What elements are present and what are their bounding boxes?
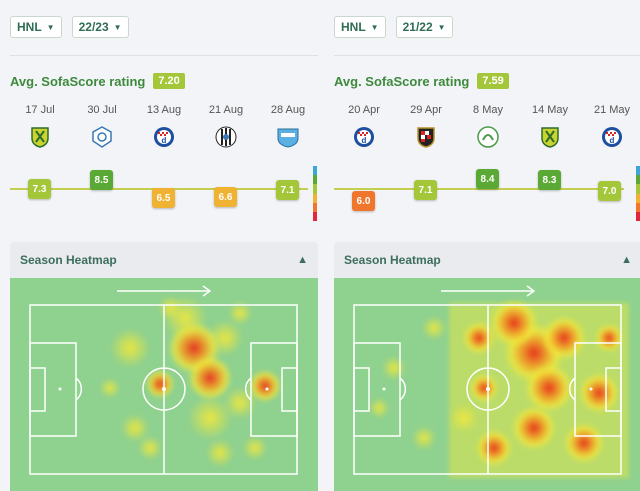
chevron-up-icon[interactable]: ▲ (297, 254, 308, 266)
season-panel-22-23: HNL ▼ 22/23 ▼ Avg. SofaScore rating 7.20… (10, 0, 318, 491)
green-yellow-shield-crest-icon (539, 125, 561, 149)
checkered-shield-crest-icon (415, 125, 437, 149)
caret-down-icon: ▼ (113, 22, 122, 32)
caret-down-icon: ▼ (370, 22, 379, 32)
caret-down-icon: ▼ (437, 22, 446, 32)
rating-box: 7.3 (28, 179, 51, 199)
match-date: 29 Apr (410, 104, 442, 116)
season-dropdown[interactable]: 21/22 ▼ (395, 16, 453, 38)
rating-baseline (334, 188, 624, 190)
match-date: 21 Aug (208, 104, 244, 116)
league-dropdown[interactable]: HNL ▼ (334, 16, 386, 38)
rating-box: 6.0 (352, 191, 375, 211)
rating-box: 6.6 (214, 187, 237, 207)
heat-layer (100, 296, 281, 467)
match-date: 13 Aug (146, 104, 182, 116)
match-date: 14 May (531, 104, 569, 116)
heatmap-title: Season Heatmap (20, 253, 117, 267)
blue-white-crest-icon (91, 125, 113, 149)
divider (334, 55, 640, 56)
match-1[interactable]: 20 Apr d (338, 103, 390, 149)
svg-text:d: d (610, 136, 615, 145)
selectors: HNL ▼ 21/22 ▼ (334, 16, 453, 38)
rating-title: Avg. SofaScore rating (334, 73, 470, 89)
dinamo-crest-icon: d (153, 125, 175, 149)
svg-text:d: d (162, 136, 167, 145)
match-4[interactable]: 14 May (524, 103, 576, 149)
green-yellow-shield-crest-icon (29, 125, 51, 149)
rating-scale-bar (636, 166, 640, 222)
heatmap-pitch (334, 278, 640, 491)
match-2[interactable]: 29 Apr (400, 103, 452, 149)
match-date: 30 Jul (87, 104, 117, 116)
match-3[interactable]: 13 Aug d (138, 103, 190, 149)
pitch-markings (353, 304, 622, 475)
dinamo-crest-icon: d (353, 125, 375, 149)
dinamo-crest-icon: d (601, 125, 623, 149)
match-5[interactable]: 28 Aug (262, 103, 314, 149)
black-white-stripes-crest-icon (215, 125, 237, 149)
rating-box: 8.4 (476, 169, 499, 189)
divider (10, 55, 318, 56)
rating-scale-bar (313, 166, 317, 222)
rating-box: 8.3 (538, 170, 561, 190)
league-label: HNL (341, 20, 366, 34)
rating-box: 7.1 (414, 180, 437, 200)
season-dropdown[interactable]: 22/23 ▼ (71, 16, 129, 38)
rating-box: 7.1 (276, 180, 299, 200)
rating-title: Avg. SofaScore rating (10, 73, 146, 89)
rating-header: Avg. SofaScore rating 7.59 (334, 73, 509, 89)
light-blue-crest-icon (277, 125, 299, 149)
match-2[interactable]: 30 Jul (76, 103, 128, 149)
pitch-markings (29, 304, 298, 475)
chevron-up-icon[interactable]: ▲ (621, 254, 632, 266)
caret-down-icon: ▼ (46, 22, 55, 32)
match-date: 28 Aug (270, 104, 306, 116)
rating-box: 7.0 (598, 181, 621, 201)
match-4[interactable]: 21 Aug (200, 103, 252, 149)
match-date: 20 Apr (348, 104, 380, 116)
rating-header: Avg. SofaScore rating 7.20 (10, 73, 185, 89)
match-date: 17 Jul (25, 104, 55, 116)
match-3[interactable]: 8 May (462, 103, 514, 149)
match-date: 8 May (473, 104, 503, 116)
match-1[interactable]: 17 Jul (14, 103, 66, 149)
season-label: 21/22 (402, 20, 433, 34)
match-5[interactable]: 21 May d (586, 103, 638, 149)
season-panel-21-22: HNL ▼ 21/22 ▼ Avg. SofaScore rating 7.59… (334, 0, 640, 491)
rating-box: 8.5 (90, 170, 113, 190)
heatmap-pitch (10, 278, 318, 491)
attack-direction-arrow-icon (117, 285, 212, 297)
selectors: HNL ▼ 22/23 ▼ (10, 16, 129, 38)
avg-rating-badge: 7.20 (153, 73, 185, 89)
rating-box: 6.5 (152, 188, 175, 208)
league-dropdown[interactable]: HNL ▼ (10, 16, 62, 38)
white-green-crest-icon (477, 125, 499, 149)
svg-text:d: d (362, 136, 367, 145)
heatmap-title: Season Heatmap (344, 253, 441, 267)
heatmap-header[interactable]: Season Heatmap ▲ (10, 242, 318, 278)
avg-rating-badge: 7.59 (477, 73, 509, 89)
season-label: 22/23 (78, 20, 109, 34)
league-label: HNL (17, 20, 42, 34)
match-date: 21 May (593, 104, 631, 116)
attack-direction-arrow-icon (441, 285, 536, 297)
heatmap-header[interactable]: Season Heatmap ▲ (334, 242, 640, 278)
